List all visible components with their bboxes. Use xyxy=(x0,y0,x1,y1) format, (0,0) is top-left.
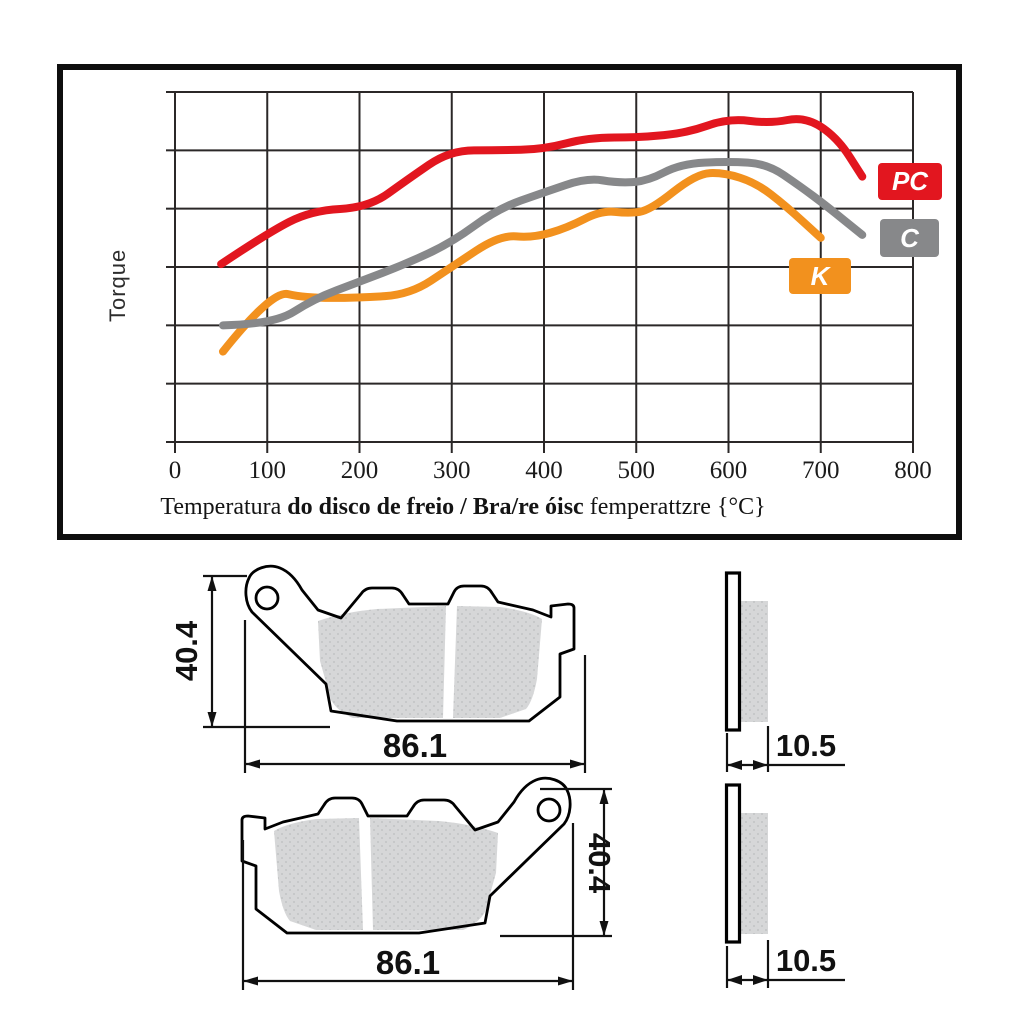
pad2-thickness-dimension xyxy=(725,940,845,988)
x-tick-label: 500 xyxy=(618,457,656,484)
x-tick-label: 700 xyxy=(802,457,840,484)
pad1-height-dimension xyxy=(203,574,330,729)
legend-pc-label: PC xyxy=(891,166,929,196)
torque-chart-svg: 0 100 200 300 400 500 600 700 800 xyxy=(166,91,932,484)
pad2-width-dimension xyxy=(241,823,575,990)
series-c-line xyxy=(218,158,867,330)
series-pc-line xyxy=(217,115,867,269)
legend-k-label: K xyxy=(810,260,830,291)
y-axis-label: Torque xyxy=(105,248,130,322)
pad1-width-label: 86.1 xyxy=(383,727,447,764)
pad2-width-label: 86.1 xyxy=(376,944,440,981)
x-tick-label: 300 xyxy=(433,457,471,484)
x-tick-label: 400 xyxy=(525,457,563,484)
legend-c-label: C xyxy=(900,222,919,253)
x-tick-label: 0 xyxy=(169,457,182,484)
pad2-height-dimension xyxy=(500,787,612,938)
pad2-thickness-label: 10.5 xyxy=(776,943,836,978)
pad2-height-label: 40.4 xyxy=(582,833,617,894)
pad1-thickness-dimension xyxy=(725,726,845,772)
x-axis-title: Temperatura do disco de freio / Bra/re ó… xyxy=(103,494,823,521)
legend-k: K xyxy=(789,258,851,294)
series-k-line xyxy=(218,169,825,356)
torque-chart-frame: 0 100 200 300 400 500 600 700 800 Torque Tempera… xyxy=(57,64,962,540)
pad1-front-view xyxy=(244,564,576,723)
pad2-front-view xyxy=(240,776,572,935)
x-tick-label: 100 xyxy=(249,457,287,484)
legend-pc: PC xyxy=(878,163,942,200)
legend-c: C xyxy=(880,219,939,257)
x-axis-title-segment: do disco de freio / Bra/re óisc xyxy=(287,494,584,520)
pad1-thickness-label: 10.5 xyxy=(776,728,836,763)
x-axis-title-segment: femperattzre {°C} xyxy=(583,494,766,520)
x-tick-label: 800 xyxy=(894,457,932,484)
x-tick-label: 200 xyxy=(341,457,379,484)
pad1-width-dimension xyxy=(243,620,587,773)
pad1-height-label: 40.4 xyxy=(169,620,204,681)
pad2-side-view xyxy=(724,783,770,944)
pad1-side-view xyxy=(724,571,770,732)
x-tick-label: 600 xyxy=(710,457,748,484)
drawings-svg: 40.4 86.1 10.5 xyxy=(169,564,845,990)
x-axis-title-segment: Temperatura xyxy=(160,494,288,520)
